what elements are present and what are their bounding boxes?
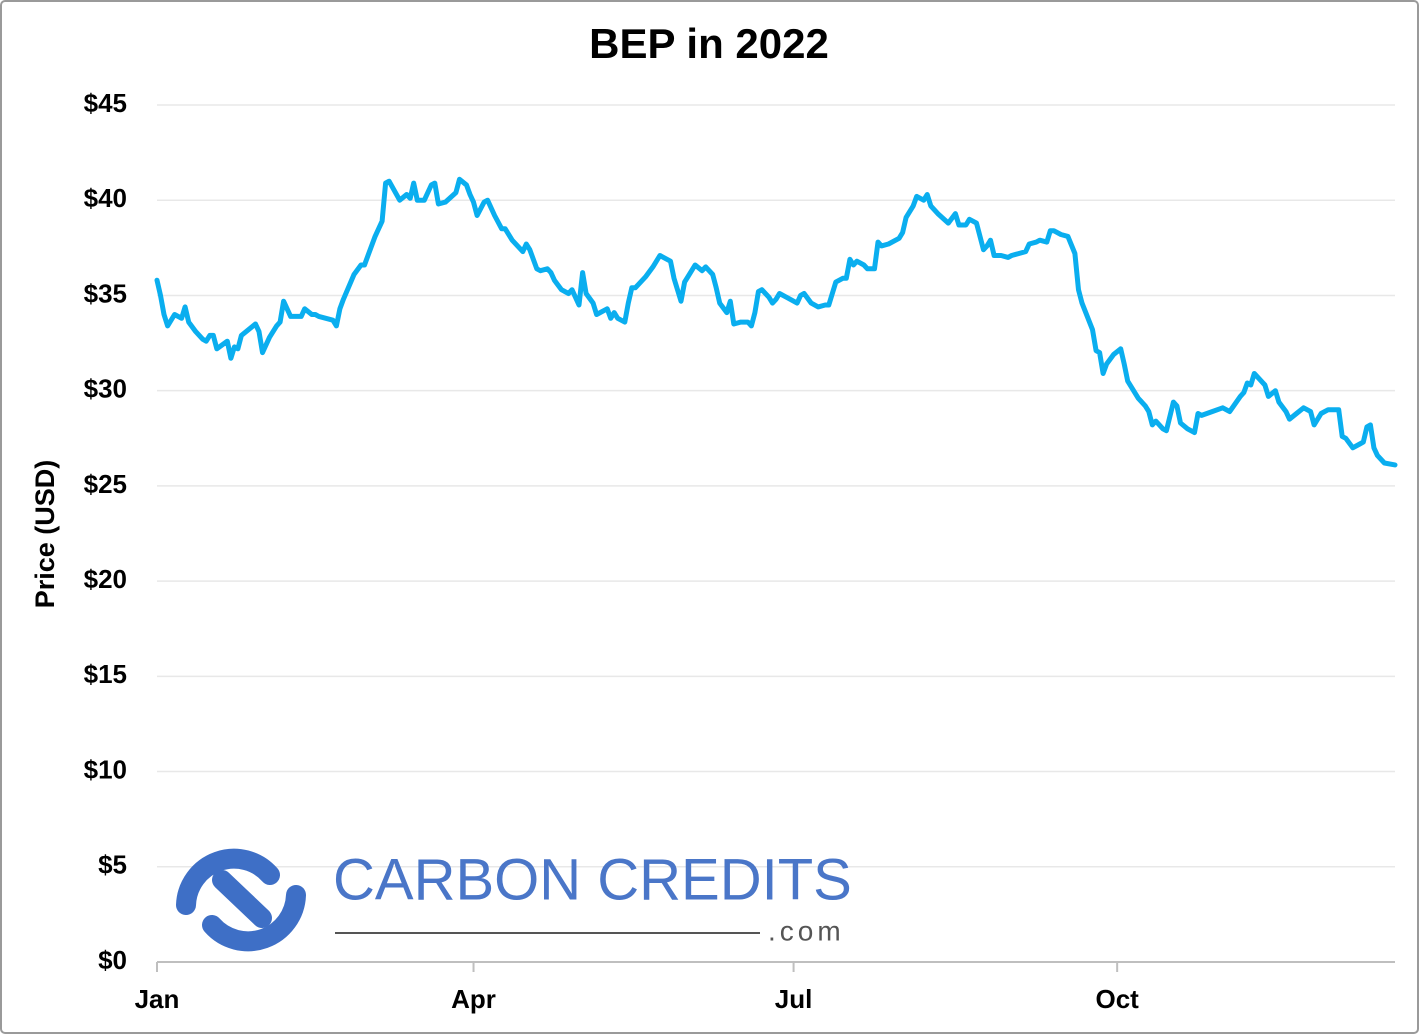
x-tick-label: Oct	[1095, 984, 1139, 1014]
y-tick-label: $35	[84, 278, 127, 308]
price-line	[154, 176, 1398, 468]
chart-title: BEP in 2022	[589, 20, 829, 67]
logo-link	[212, 870, 272, 928]
watermark-domain: .com	[768, 915, 845, 946]
x-tick-label: Jul	[775, 984, 813, 1014]
grid	[157, 104, 1395, 963]
x-tick-label: Apr	[451, 984, 496, 1014]
y-tick-label: $10	[84, 754, 127, 784]
y-tick-label: $30	[84, 374, 127, 404]
logo-arc	[176, 848, 280, 915]
y-tick-label: $15	[84, 659, 127, 689]
y-tick-label: $45	[84, 88, 127, 118]
logo-arc	[202, 885, 306, 952]
y-tick-label: $20	[84, 564, 127, 594]
watermark-brand: CARBON CREDITS	[333, 847, 852, 912]
y-axis-label: Price (USD)	[30, 460, 60, 609]
x-tick-label: Jan	[135, 984, 180, 1014]
y-tick-label: $5	[98, 850, 127, 880]
watermark: CARBON CREDITS .com	[176, 847, 852, 952]
y-tick-label: $40	[84, 183, 127, 213]
y-tick-label: $25	[84, 469, 127, 499]
y-tick-label: $0	[98, 945, 127, 975]
